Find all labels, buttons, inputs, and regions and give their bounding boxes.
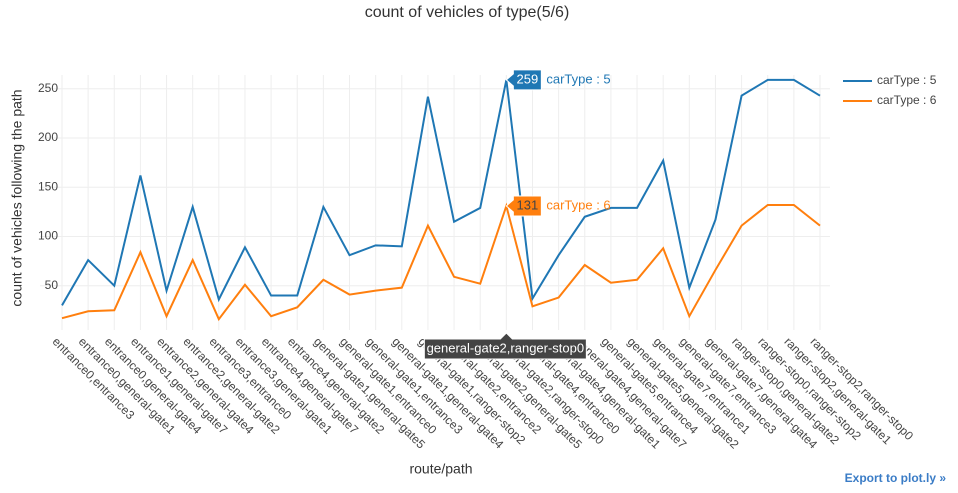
legend-label: carType : 6 (877, 93, 937, 107)
y-tick-label: 50 (45, 278, 59, 292)
x-axis-title: route/path (409, 461, 472, 477)
hover-name: carType : 5 (546, 71, 610, 86)
series-line (61, 202, 821, 322)
hover-value: 131 (516, 197, 538, 212)
export-link[interactable]: Export to plot.ly » (845, 471, 947, 485)
y-tick-label: 250 (38, 81, 58, 95)
y-tick-label: 200 (38, 130, 58, 144)
hover-box (505, 195, 542, 217)
hover-x-box (423, 332, 587, 360)
chart-title: count of vehicles of type(5/6) (365, 4, 570, 21)
y-axis-title: count of vehicles following the path (9, 89, 25, 306)
y-tick-label: 100 (38, 229, 58, 243)
hover-x-label: general-gate2,ranger-stop0 (427, 340, 585, 355)
hover-name: carType : 6 (546, 197, 610, 212)
y-tick-label: 150 (38, 179, 58, 193)
hover-box (505, 69, 542, 91)
legend-label: carType : 5 (877, 73, 937, 87)
series-line (61, 78, 821, 306)
hover-value: 259 (516, 71, 538, 86)
